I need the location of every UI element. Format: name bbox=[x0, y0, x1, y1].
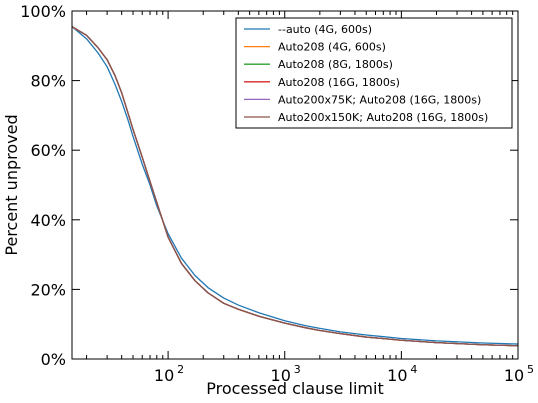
x-tick-label-exponent: 4 bbox=[410, 363, 417, 376]
legend-label-6: Auto200x150K; Auto208 (16G, 1800s) bbox=[278, 111, 488, 124]
y-tick-label: 40% bbox=[30, 211, 66, 230]
legend-box bbox=[235, 17, 513, 129]
x-tick-label: 10 2 bbox=[154, 363, 184, 385]
x-tick-label-base: 10 bbox=[504, 366, 524, 385]
legend-label-5: Auto200x75K; Auto208 (16G, 1800s) bbox=[278, 93, 481, 106]
series-line-1 bbox=[71, 26, 519, 345]
series-lines bbox=[71, 26, 519, 347]
y-axis-title: Percent unproved bbox=[2, 114, 21, 255]
x-tick-label-base: 10 bbox=[271, 366, 291, 385]
legend-label-2: Auto208 (4G, 600s) bbox=[278, 41, 386, 54]
x-tick-labels: 10 2 10 3 10 4 10 5 bbox=[154, 363, 534, 385]
legend-label-1: --auto (4G, 600s) bbox=[278, 23, 372, 36]
plot-frame bbox=[71, 10, 519, 360]
x-tick-label-exponent: 5 bbox=[527, 363, 534, 376]
x-tick-label-base: 10 bbox=[154, 366, 174, 385]
y-tick-labels: 0% 20% 40% 60% 80% 100% bbox=[20, 2, 66, 369]
x-tick-label-base: 10 bbox=[387, 366, 407, 385]
legend-label-4: Auto208 (16G, 1800s) bbox=[278, 76, 400, 89]
axis-ticks bbox=[72, 10, 519, 360]
x-axis-title: Processed clause limit bbox=[206, 379, 383, 398]
x-tick-label-exponent: 2 bbox=[177, 363, 184, 376]
x-tick-label: 10 3 bbox=[271, 363, 301, 385]
x-tick-label: 10 4 bbox=[387, 363, 417, 385]
legend-label-3: Auto208 (8G, 1800s) bbox=[278, 58, 393, 71]
x-tick-label: 10 5 bbox=[504, 363, 534, 385]
y-tick-label: 80% bbox=[30, 72, 66, 91]
y-tick-label: 60% bbox=[30, 141, 66, 160]
y-tick-label: 100% bbox=[20, 2, 66, 21]
legend: --auto (4G, 600s) Auto208 (4G, 600s) Auto2… bbox=[235, 17, 513, 129]
series-line-6 bbox=[71, 26, 519, 347]
y-tick-label: 0% bbox=[41, 350, 66, 369]
y-tick-label: 20% bbox=[30, 280, 66, 299]
x-tick-label-exponent: 3 bbox=[294, 363, 301, 376]
